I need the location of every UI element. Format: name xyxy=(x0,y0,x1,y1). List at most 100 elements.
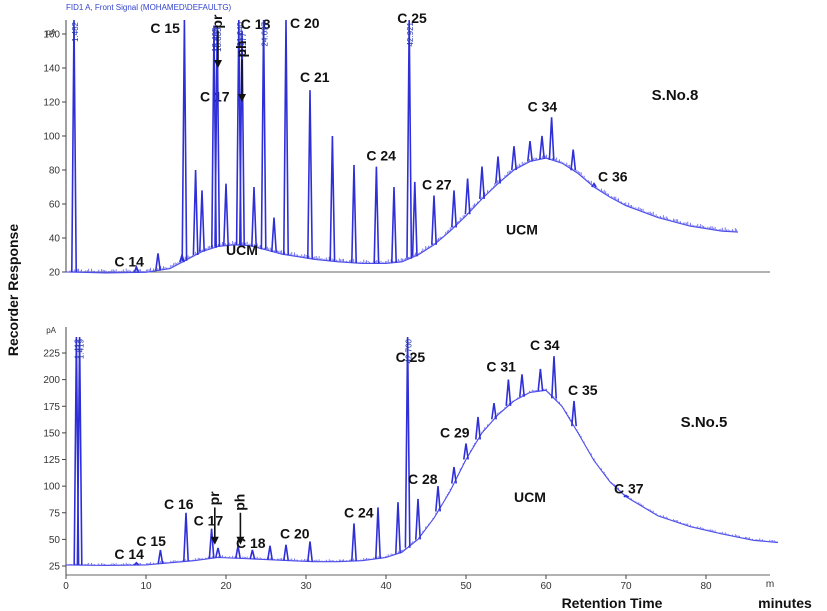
peak-mark xyxy=(527,141,533,162)
y-tick-label: 40 xyxy=(49,234,61,245)
x-tick-label: 20 xyxy=(220,581,232,592)
peak-mark xyxy=(505,379,512,406)
peak-mark xyxy=(395,502,401,554)
peak-mark xyxy=(183,512,189,562)
peak-rt-label: 18.405 xyxy=(211,27,220,52)
peak-mark xyxy=(451,466,457,484)
peak-rt-label: 1.482 xyxy=(71,21,80,42)
x-tick-label: 50 xyxy=(460,581,472,592)
x-tick-label: 40 xyxy=(380,581,392,592)
trace-noise xyxy=(69,154,738,273)
x-axis-unit: minutes xyxy=(758,595,812,611)
y-tick-label: 150 xyxy=(43,428,60,439)
y-unit-label: pA xyxy=(46,326,56,335)
peak-label: C 15 xyxy=(150,20,180,36)
ucm-label: UCM xyxy=(506,222,538,238)
peak-rt-label: 21.977 xyxy=(239,32,248,57)
y-tick-label: 75 xyxy=(49,508,61,519)
peak-label: C 24 xyxy=(344,504,374,520)
peak-mark xyxy=(591,182,597,188)
peak-label: C 21 xyxy=(300,69,330,85)
y-axis-title: Recorder Response xyxy=(5,224,21,356)
peak-mark xyxy=(223,183,229,246)
peak-mark xyxy=(351,164,357,263)
x-axis: 0 10 20 30 40 50 60 70 80 m xyxy=(63,575,774,592)
marker-arrowhead xyxy=(214,60,222,68)
peak-mark xyxy=(511,146,517,171)
y-tick-label: 100 xyxy=(43,482,60,493)
peak-rt-label: 21.640 xyxy=(236,21,245,46)
peak-label: C 16 xyxy=(164,496,194,512)
peak-mark xyxy=(435,486,441,512)
peak-label: C 15 xyxy=(136,533,166,549)
peak-mark xyxy=(495,156,501,184)
x-tick-label: 0 xyxy=(63,581,69,592)
peak-mark xyxy=(283,19,289,255)
y-tick-label: 200 xyxy=(43,375,60,386)
peak-mark xyxy=(451,190,457,228)
peak-mark xyxy=(181,19,188,261)
sample-label: S.No.8 xyxy=(652,87,699,104)
peak-mark xyxy=(283,544,289,561)
y-axis-title-group: Recorder Response xyxy=(5,224,21,356)
peak-label: C 20 xyxy=(290,15,320,31)
trace-baseline xyxy=(65,389,779,567)
peak-mark xyxy=(404,336,411,548)
peak-mark xyxy=(239,30,245,246)
peak-label: C 35 xyxy=(568,382,598,398)
x-tick-label: 60 xyxy=(540,581,552,592)
marker-arrowhead xyxy=(238,94,246,102)
marker-arrowhead xyxy=(210,536,219,545)
y-tick-label: 60 xyxy=(49,200,61,211)
y-tick-label: 20 xyxy=(49,268,61,279)
peak-mark xyxy=(215,547,221,558)
peak-mark xyxy=(307,541,313,562)
peak-mark xyxy=(307,90,313,259)
peak-label: C 36 xyxy=(598,169,628,185)
peak-mark xyxy=(539,135,545,159)
peak-rt-label: 24.697 xyxy=(261,21,270,46)
peak-mark xyxy=(464,178,471,215)
peak-label: C 17 xyxy=(200,89,230,105)
trace-baseline xyxy=(65,157,739,274)
peak-rt-label: 42.921 xyxy=(406,21,415,46)
peak-label: C 14 xyxy=(114,546,144,562)
peak-mark xyxy=(260,19,267,250)
peak-mark xyxy=(623,494,629,498)
x-tick-label: 70 xyxy=(620,581,632,592)
y-unit-label: pA xyxy=(46,28,56,37)
peak-label: C 27 xyxy=(422,177,452,193)
peak-mark xyxy=(415,498,421,540)
peak-mark xyxy=(133,561,140,566)
peak-mark xyxy=(551,356,557,399)
signal-header: FID1 A, Front Signal (MOHAMED\DEFAULTG) xyxy=(66,3,232,12)
peak-label: C 17 xyxy=(194,513,224,529)
y-tick-label: 120 xyxy=(43,98,60,109)
peak-mark xyxy=(519,374,525,397)
peak-mark xyxy=(235,545,241,559)
peak-mark xyxy=(491,402,497,420)
x-axis-title: Retention Time xyxy=(562,595,663,611)
marker-label: pr xyxy=(209,14,225,29)
peak-label: C 20 xyxy=(280,526,310,542)
y-tick-label: 100 xyxy=(43,132,60,143)
peak-label: C 37 xyxy=(614,481,644,497)
peak-rt-label: 1.412 xyxy=(73,338,82,359)
peak-mark xyxy=(214,25,221,247)
x-tick-label: 30 xyxy=(300,581,312,592)
peak-mark xyxy=(411,181,418,257)
peak-label: C 24 xyxy=(366,148,396,164)
peak-label: C 18 xyxy=(236,535,266,551)
peak-label: C 34 xyxy=(530,337,560,353)
sample-label: S.No.5 xyxy=(681,414,728,431)
peak-label: C 29 xyxy=(440,425,470,441)
peak-mark xyxy=(267,545,273,560)
peak-mark xyxy=(463,443,469,460)
peak-label: C 28 xyxy=(408,471,438,487)
x-tick-label: 10 xyxy=(140,581,152,592)
peak-mark xyxy=(375,507,381,559)
y-tick-label: 125 xyxy=(43,455,60,466)
